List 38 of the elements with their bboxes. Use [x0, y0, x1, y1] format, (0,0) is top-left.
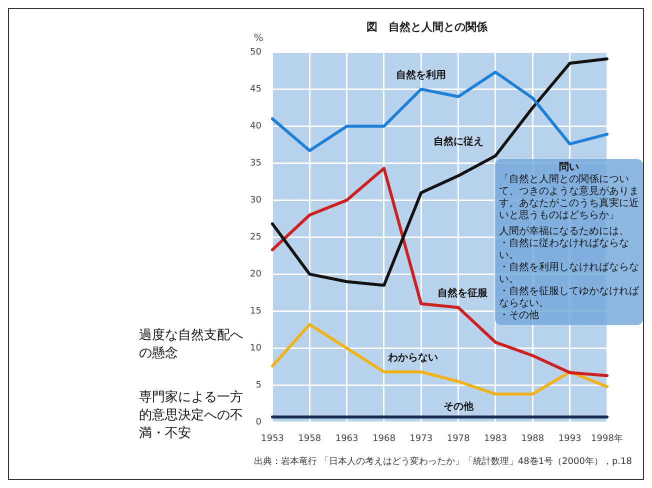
y-tick-label: 45	[250, 84, 262, 95]
annotation: ・自然を利用しなければならない。	[499, 262, 639, 286]
chart-title: 図 自然と人間との関係	[366, 20, 488, 34]
y-tick-label: 10	[250, 344, 262, 354]
y-tick-label: 15	[250, 306, 262, 317]
y-tick-label: 50	[250, 48, 262, 58]
y-tick-label: 0	[256, 418, 262, 428]
y-tick-label: 5	[256, 380, 262, 391]
text: 専門家による一方的意思決定への不満・不安	[139, 389, 244, 443]
x-tick-label: 1958	[298, 434, 322, 444]
y-tick-label: 30	[250, 196, 262, 206]
annotation: ・自然に従わなければならない。	[499, 238, 630, 262]
x-tick-label: 1963	[335, 434, 358, 444]
annotation: 問い	[558, 162, 579, 174]
y-tick-label: 35	[250, 158, 262, 169]
x-tick-label: 1998年	[591, 432, 623, 444]
y-tick-label: 25	[250, 232, 262, 243]
x-tick-label: 1953	[261, 434, 284, 444]
series-label: 自然を利用	[396, 68, 446, 81]
x-tick-label: 1968	[372, 434, 396, 444]
x-tick-label: 1993	[558, 434, 582, 444]
annotation: ・自然を征服してゆかなければならない。	[499, 286, 639, 310]
series-label: その他	[443, 400, 474, 413]
x-tick-label: 1978	[446, 434, 470, 444]
y-tick-label: 20	[250, 270, 262, 280]
series-label: わからない	[387, 352, 438, 364]
annotation: 「自然と人間との関係について、つきのような意見があります。あなたがこのうち真実に近いと思うものはどちらか」	[499, 174, 639, 222]
series-label: 自然を征服	[437, 287, 488, 300]
x-tick-label: 1983	[484, 434, 507, 444]
x-tick-label: 1973	[410, 434, 433, 444]
text: 過度な自然支配への懸念	[139, 327, 244, 363]
series-label: 自然に従え	[433, 135, 484, 148]
source-note: 出典：岩本竜行 「日本人の考えはどう変わったか」「統計数理」48巻1号（2000年），p.18	[254, 456, 633, 468]
x-tick-label: 1988	[521, 434, 544, 444]
annotation: ・その他	[499, 310, 540, 322]
y-axis-title: %	[254, 32, 264, 44]
annotation: 人間が幸福になるためには、	[499, 226, 630, 238]
y-tick-label: 40	[250, 122, 262, 132]
